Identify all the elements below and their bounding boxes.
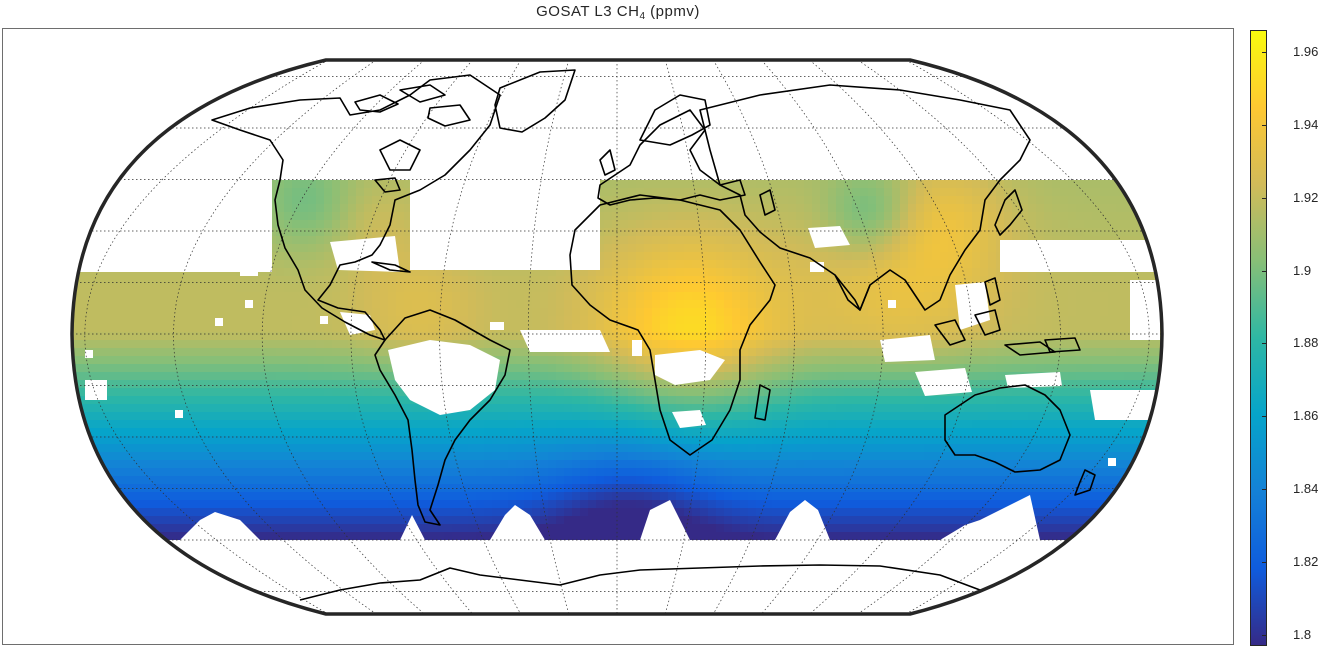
colorbar-tick-mark [1262, 635, 1267, 637]
meridian-line [712, 60, 795, 614]
meridian-line [439, 60, 522, 614]
no-data-regions [72, 60, 1160, 466]
colorbar-tick-mark [1262, 562, 1267, 564]
title-subscript: 4 [639, 11, 646, 22]
meridian-line [905, 60, 1150, 614]
map-frame [70, 58, 1164, 616]
colorbar-tick-mark [1262, 343, 1267, 345]
colorbar-tick-mark [1262, 197, 1267, 199]
colorbar-tick-label: 1.86 [1293, 408, 1319, 424]
colorbar-tick-label: 1.82 [1293, 554, 1319, 570]
meridian-line [173, 60, 377, 614]
coastlines [211, 69, 1096, 601]
colorbar-tick-label: 1.84 [1293, 481, 1319, 497]
world-map [70, 58, 1164, 616]
map-title: GOSAT L3 CH4 (ppmv) [0, 3, 1236, 22]
colorbar-tick-label: 1.9 [1293, 262, 1312, 278]
colorbar-tick-label: 1.94 [1293, 116, 1319, 132]
meridian-line [84, 60, 329, 614]
meridian-line [857, 60, 1061, 614]
graticule [72, 60, 1162, 614]
colorbar [1250, 30, 1267, 646]
colorbar-tick-label: 1.96 [1293, 43, 1319, 59]
southern-data-edge [180, 495, 1040, 540]
colorbar-tick-mark [1262, 124, 1267, 126]
colorbar-tick-label: 1.92 [1293, 189, 1319, 205]
title-units: (ppmv) [645, 3, 700, 20]
map-axes-frame [2, 28, 1234, 645]
colorbar-tick-label: 1.88 [1293, 335, 1319, 351]
title-main: GOSAT L3 CH [536, 3, 640, 20]
colorbar-tick-label: 1.8 [1293, 627, 1312, 643]
colorbar-tick-mark [1262, 489, 1267, 491]
colorbar-tick-mark [1262, 416, 1267, 418]
colorbar-tick-mark [1262, 270, 1267, 272]
colorbar-tick-mark [1262, 51, 1267, 53]
